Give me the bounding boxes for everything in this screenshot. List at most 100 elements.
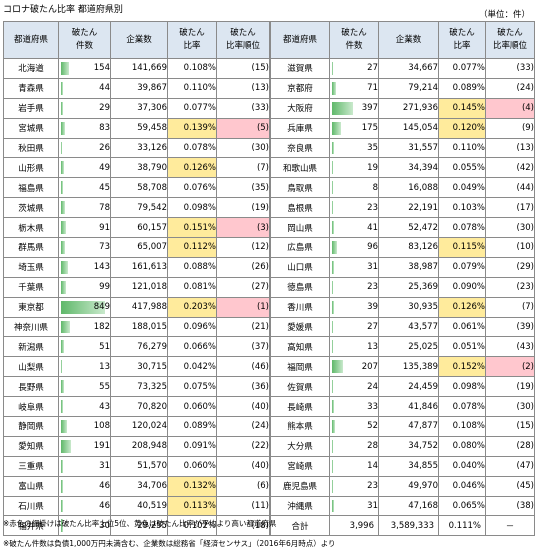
pref-name: 鹿児島県	[270, 475, 330, 497]
table-row: 栃木県 91 60,157 0.151% (3)	[3, 217, 270, 239]
companies-cell: 141,669	[110, 58, 168, 79]
rank-cell: (26)	[216, 256, 270, 278]
unit-label: （単位：件）	[478, 10, 530, 20]
count-cell: 73	[58, 237, 111, 258]
count-cell: 23	[329, 276, 379, 298]
companies-cell: 135,389	[378, 356, 439, 378]
rate-cell: 0.145%	[438, 97, 486, 119]
count-cell: 849	[58, 296, 111, 318]
companies-cell: 34,667	[378, 58, 439, 79]
companies-cell: 30,935	[378, 296, 439, 318]
count-cell: 30	[58, 515, 111, 537]
count-bar	[61, 459, 63, 473]
count-bar	[332, 81, 336, 95]
count-bar	[332, 161, 333, 175]
table-row: 香川県 39 30,935 0.126% (7)	[270, 296, 535, 318]
table-row: 青森県 44 39,867 0.110% (13)	[3, 77, 270, 99]
companies-cell: 40,519	[110, 495, 168, 517]
rank-cell: (1)	[216, 296, 270, 318]
rank-cell: (11)	[216, 495, 270, 517]
left-table: 都道府県 破たん 件数 企業数 破たん 比率 破たん 比率順位 北海道 154 141,6…	[3, 21, 270, 537]
table-row: 神奈川県 182 188,015 0.096% (21)	[3, 316, 270, 338]
companies-cell: 120,024	[110, 416, 168, 437]
companies-cell: 76,279	[110, 336, 168, 358]
rate-cell: 0.049%	[438, 177, 486, 199]
rank-cell: (29)	[485, 256, 535, 278]
pref-name: 福島県	[3, 177, 59, 199]
table-row: 大阪府 397 271,936 0.145% (4)	[270, 97, 535, 119]
companies-cell: 145,054	[378, 117, 439, 139]
rate-cell: 0.152%	[438, 356, 486, 378]
table-row: 静岡県 108 120,024 0.089% (24)	[3, 416, 270, 437]
header-rank: 破たん 比率順位	[485, 21, 535, 59]
count-cell: 45	[58, 177, 111, 199]
count-cell: 175	[329, 117, 379, 139]
companies-cell: 24,459	[378, 376, 439, 398]
count-bar	[61, 101, 63, 115]
count-bar	[332, 121, 342, 135]
pref-name: 熊本県	[270, 416, 330, 437]
rank-cell: (27)	[216, 276, 270, 298]
count-bar	[61, 380, 64, 394]
count-cell: 52	[329, 416, 379, 437]
pref-name: 大阪府	[270, 97, 330, 119]
count-cell: 26	[58, 137, 111, 159]
count-bar	[332, 400, 334, 414]
pref-name: 福岡県	[270, 356, 330, 378]
count-cell: 143	[58, 256, 111, 278]
pref-name: 岩手県	[3, 97, 59, 119]
rate-cell: 0.103%	[438, 197, 486, 219]
pref-name: 宮城県	[3, 117, 59, 139]
rank-cell: (46)	[216, 356, 270, 378]
table-row: 岩手県 29 37,306 0.077% (33)	[3, 97, 270, 119]
page-title: コロナ破たん比率 都道府県別	[3, 5, 123, 15]
right-table: 都道府県 破たん 件数 企業数 破たん 比率 破たん 比率順位 滋賀県 27 34,667…	[270, 21, 535, 537]
rate-cell: 0.108%	[438, 416, 486, 437]
companies-cell: 121,018	[110, 276, 168, 298]
count-cell: 27	[329, 58, 379, 79]
pref-name: 徳島県	[270, 276, 330, 298]
rate-cell: 0.203%	[167, 296, 217, 318]
count-bar	[61, 519, 63, 533]
total-rank: －	[485, 515, 535, 537]
rank-cell: (24)	[485, 77, 535, 99]
count-cell: 29	[58, 97, 111, 119]
rank-cell: (15)	[485, 416, 535, 437]
companies-cell: 417,988	[110, 296, 168, 318]
count-cell: 8	[329, 177, 379, 199]
total-label: 合計	[270, 515, 330, 537]
table-row: 岡山県 41 52,472 0.078% (30)	[270, 217, 535, 239]
companies-cell: 83,126	[378, 237, 439, 258]
count-bar	[61, 201, 66, 215]
table-row: 北海道 154 141,669 0.108% (15)	[3, 58, 270, 79]
pref-name: 鳥取県	[270, 177, 330, 199]
pref-name: 石川県	[3, 495, 59, 517]
table-row: 島根県 23 22,191 0.103% (17)	[270, 197, 535, 219]
count-bar	[61, 221, 66, 235]
table-row: 大分県 28 34,752 0.080% (28)	[270, 435, 535, 457]
rank-cell: (21)	[216, 316, 270, 338]
table-header-row: 都道府県 破たん 件数 企業数 破たん 比率 破たん 比率順位	[3, 21, 270, 59]
table-row: 沖縄県 31 47,168 0.065% (38)	[270, 495, 535, 517]
table-row: 宮崎県 14 34,855 0.040% (47)	[270, 455, 535, 477]
companies-cell: 51,570	[110, 455, 168, 477]
companies-cell: 38,987	[378, 256, 439, 278]
rate-cell: 0.040%	[438, 455, 486, 477]
total-row: 合計 3,996 3,589,333 0.111% －	[270, 515, 535, 537]
rank-cell: (45)	[485, 475, 535, 497]
companies-cell: 271,936	[378, 97, 439, 119]
count-cell: 96	[329, 237, 379, 258]
rank-cell: (36)	[216, 376, 270, 398]
table-row: 秋田県 26 33,126 0.078% (30)	[3, 137, 270, 159]
count-cell: 41	[329, 217, 379, 239]
count-cell: 28	[329, 435, 379, 457]
count-bar	[61, 479, 64, 493]
count-bar	[332, 62, 334, 75]
count-bar	[332, 380, 334, 394]
rate-cell: 0.078%	[438, 396, 486, 418]
rate-cell: 0.113%	[167, 495, 217, 517]
pref-name: 東京都	[3, 296, 59, 318]
companies-cell: 34,752	[378, 435, 439, 457]
rate-cell: 0.042%	[167, 356, 217, 378]
count-bar	[332, 101, 353, 115]
